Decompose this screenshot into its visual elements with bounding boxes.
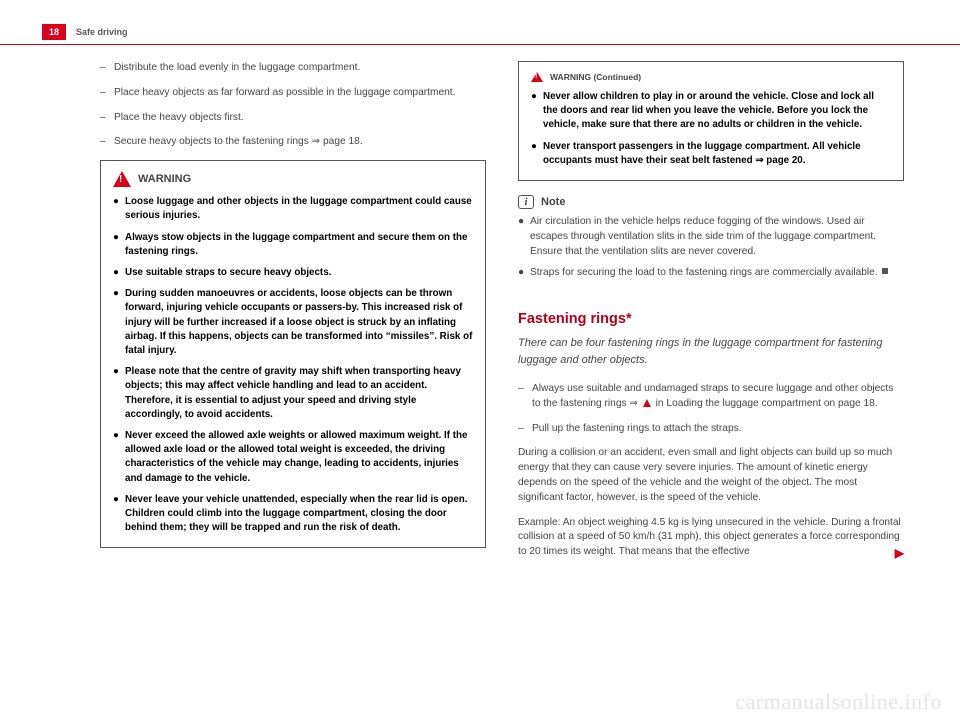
warning-text: Please note that the centre of gravity m…	[125, 365, 473, 422]
section-title: Safe driving	[76, 27, 128, 37]
warning-text: Never leave your vehicle unattended, esp…	[125, 493, 473, 536]
warning-item: ●During sudden manoeuvres or accidents, …	[113, 287, 473, 358]
list-item: – Place heavy objects as far forward as …	[100, 86, 486, 101]
paragraph: During a collision or an accident, even …	[518, 446, 904, 505]
warning-item: ●Please note that the centre of gravity …	[113, 365, 473, 422]
warning-triangle-small-icon	[531, 72, 543, 82]
list-item: – Pull up the fastening rings to attach …	[518, 422, 904, 437]
right-column: WARNING (Continued) ●Never allow childre…	[518, 61, 904, 563]
list-text-part: in Loading the luggage compartment on pa…	[653, 398, 878, 409]
list-text: Always use suitable and undamaged straps…	[532, 382, 904, 412]
left-column: – Distribute the load evenly in the lugg…	[100, 61, 486, 563]
warning-item: ●Never transport passengers in the lugga…	[531, 140, 891, 168]
warning-item: ●Always stow objects in the luggage comp…	[113, 231, 473, 259]
warning-label: WARNING	[138, 173, 191, 185]
warning-item: ●Never leave your vehicle unattended, es…	[113, 493, 473, 536]
bullet-icon: ●	[113, 365, 125, 422]
warning-text: Use suitable straps to secure heavy obje…	[125, 266, 473, 280]
bullet-icon: ●	[113, 493, 125, 536]
bullet-icon: ●	[113, 231, 125, 259]
info-icon: i	[518, 195, 534, 209]
warning-header: WARNING	[113, 171, 473, 187]
warning-text: Always stow objects in the luggage compa…	[125, 231, 473, 259]
dash-marker: –	[100, 86, 114, 101]
note-item: ●Straps for securing the load to the fas…	[518, 266, 904, 281]
note-item: ●Air circulation in the vehicle helps re…	[518, 215, 904, 259]
list-text: Place the heavy objects first.	[114, 111, 486, 126]
list-item: – Place the heavy objects first.	[100, 111, 486, 126]
content-columns: – Distribute the load evenly in the lugg…	[0, 61, 960, 563]
warning-text: Loose luggage and other objects in the l…	[125, 195, 473, 223]
note-text: Air circulation in the vehicle helps red…	[530, 215, 904, 259]
list-text: Place heavy objects as far forward as po…	[114, 86, 486, 101]
bullet-icon: ●	[518, 266, 530, 281]
warning-item: ●Use suitable straps to secure heavy obj…	[113, 266, 473, 280]
dash-marker: –	[518, 422, 532, 437]
warning-text: Never transport passengers in the luggag…	[543, 140, 891, 168]
note-label: Note	[541, 196, 565, 208]
note-text: Straps for securing the load to the fast…	[530, 266, 904, 281]
note-text-inner: Straps for securing the load to the fast…	[530, 267, 878, 278]
list-item: – Secure heavy objects to the fastening …	[100, 135, 486, 150]
warning-item: ●Never allow children to play in or arou…	[531, 90, 891, 133]
continuation-arrow-icon: ▶	[895, 545, 904, 562]
subsection-lede: There can be four fastening rings in the…	[518, 335, 904, 368]
bullet-icon: ●	[113, 287, 125, 358]
header-rule	[0, 44, 960, 45]
bullet-icon: ●	[113, 266, 125, 280]
watermark: carmanualsonline.info	[735, 689, 942, 715]
bullet-icon: ●	[518, 215, 530, 259]
warning-text: During sudden manoeuvres or accidents, l…	[125, 287, 473, 358]
warning-triangle-icon	[113, 171, 131, 187]
page-header: 18 Safe driving	[0, 24, 960, 40]
inline-warning-triangle-icon	[643, 399, 651, 407]
warning-item: ●Loose luggage and other objects in the …	[113, 195, 473, 223]
bullet-icon: ●	[531, 140, 543, 168]
note-header: i Note	[518, 195, 904, 209]
end-square-icon	[882, 268, 888, 274]
bullet-icon: ●	[113, 195, 125, 223]
bullet-icon: ●	[531, 90, 543, 133]
list-item: – Distribute the load evenly in the lugg…	[100, 61, 486, 76]
warning-box-continued: WARNING (Continued) ●Never allow childre…	[518, 61, 904, 181]
dash-marker: –	[518, 382, 532, 412]
warning-text: Never allow children to play in or aroun…	[543, 90, 891, 133]
list-text: Distribute the load evenly in the luggag…	[114, 61, 486, 76]
list-item: – Always use suitable and undamaged stra…	[518, 382, 904, 412]
warning-continued-label: WARNING (Continued)	[550, 72, 641, 82]
dash-marker: –	[100, 61, 114, 76]
list-text: Pull up the fastening rings to attach th…	[532, 422, 904, 437]
subsection-heading: Fastening rings*	[518, 311, 904, 327]
warning-item: ●Never exceed the allowed axle weights o…	[113, 429, 473, 486]
warning-text: Never exceed the allowed axle weights or…	[125, 429, 473, 486]
paragraph-text: Example: An object weighing 4.5 kg is ly…	[518, 517, 901, 558]
warning-continued-header: WARNING (Continued)	[531, 72, 891, 82]
bullet-icon: ●	[113, 429, 125, 486]
dash-marker: –	[100, 111, 114, 126]
dash-marker: –	[100, 135, 114, 150]
list-text: Secure heavy objects to the fastening ri…	[114, 135, 486, 150]
warning-box: WARNING ●Loose luggage and other objects…	[100, 160, 486, 548]
page-number-badge: 18	[42, 24, 66, 40]
paragraph: Example: An object weighing 4.5 kg is ly…	[518, 516, 904, 560]
